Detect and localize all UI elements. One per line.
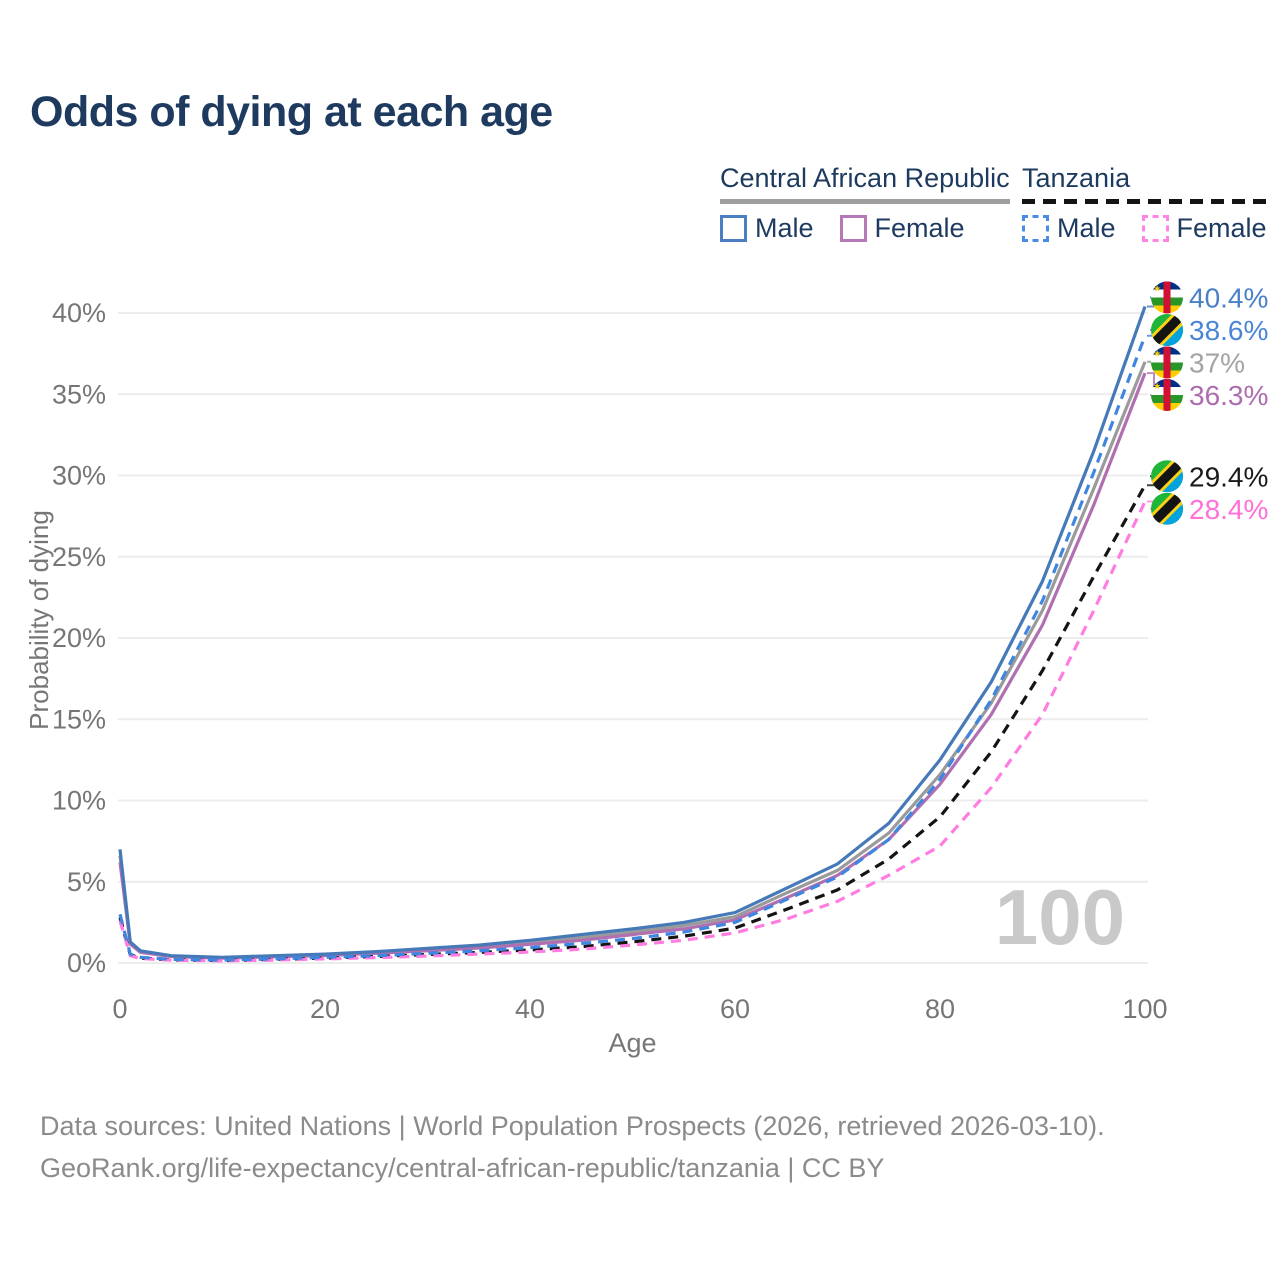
svg-text:★: ★ [1153, 283, 1161, 293]
dashed-line-sample [1022, 199, 1267, 204]
page-title: Odds of dying at each age [30, 88, 553, 136]
central-african-republic-flag-icon: ★ [1151, 379, 1183, 411]
series-line-central-african-republic-male [118, 305, 1147, 959]
source-url-text: GeoRank.org/life-expectancy/central-afri… [40, 1153, 885, 1184]
x-axis-tick-label: 40 [515, 994, 545, 1024]
y-axis-tick-label: 30% [52, 461, 106, 491]
legend-item-label: Female [1176, 213, 1267, 243]
y-axis-tick-label: 20% [52, 623, 106, 653]
legend-item-male: Male [1022, 213, 1116, 244]
y-axis-tick-label: 10% [52, 786, 106, 816]
legend-item-female: Female [1141, 213, 1267, 244]
series-line-central-african-republic-female [118, 372, 1147, 960]
dashed-swatch-icon [1022, 215, 1049, 242]
solid-swatch-icon [839, 215, 867, 242]
y-axis-tick-label: 15% [52, 704, 106, 734]
legend-item-male: Male [720, 213, 814, 244]
x-axis-tick-label: 100 [1122, 994, 1167, 1024]
y-axis-title: Probability of dying [24, 510, 54, 730]
series-line-tanzania-female [118, 500, 1147, 963]
series-line-tanzania-male [118, 335, 1147, 962]
dashed-swatch-icon [1141, 215, 1169, 242]
end-label-central-african-republic-both: 37% [1189, 348, 1245, 379]
central-african-republic-flag-icon: ★ [1151, 281, 1183, 314]
tanzania-flag-icon [1151, 492, 1183, 525]
legend-country-label: Central African Republic [720, 163, 1010, 193]
y-axis-tick-label: 5% [67, 867, 106, 897]
legend-item-label: Male [1057, 213, 1116, 243]
x-axis-tick-label: 80 [925, 994, 955, 1024]
legend-item-label: Female [874, 213, 965, 243]
x-axis-tick-label: 0 [112, 994, 127, 1024]
legend-group-tanzania: Tanzania Male Female [1022, 163, 1267, 244]
solid-line-sample [720, 199, 1010, 204]
y-axis-tick-label: 25% [52, 542, 106, 572]
footer: Data sources: United Nations | World Pop… [40, 1105, 1105, 1189]
x-axis-tick-label: 20 [310, 994, 340, 1024]
y-axis-tick-label: 40% [52, 298, 106, 328]
legend-country-label: Tanzania [1022, 163, 1131, 193]
solid-swatch-icon [720, 215, 747, 242]
legend-group-central-african-republic: Central African Republic Male Female [720, 163, 1010, 244]
end-label-central-african-republic-male: 40.4% [1189, 283, 1268, 314]
x-axis-title: Age [608, 1028, 656, 1058]
data-sources-text: Data sources: United Nations | World Pop… [40, 1111, 1105, 1141]
svg-text:★: ★ [1153, 348, 1161, 358]
legend-item-female: Female [839, 213, 965, 244]
series-line-central-african-republic-both [118, 361, 1147, 960]
legend-item-label: Male [755, 213, 814, 243]
central-african-republic-flag-icon: ★ [1151, 346, 1183, 379]
tanzania-flag-icon [1151, 460, 1183, 493]
x-axis-tick-label: 60 [720, 994, 750, 1024]
tanzania-flag-icon [1151, 314, 1183, 346]
end-label-tanzania-both: 29.4% [1189, 461, 1268, 492]
end-label-tanzania-male: 38.6% [1189, 315, 1268, 346]
end-label-tanzania-female: 28.4% [1189, 494, 1268, 525]
y-axis-tick-label: 35% [52, 379, 106, 409]
age-watermark: 100 [995, 873, 1125, 961]
svg-text:★: ★ [1153, 381, 1161, 391]
series-line-tanzania-both [118, 484, 1147, 963]
y-axis-tick-label: 0% [67, 948, 106, 978]
end-label-central-african-republic-female: 36.3% [1189, 380, 1268, 411]
